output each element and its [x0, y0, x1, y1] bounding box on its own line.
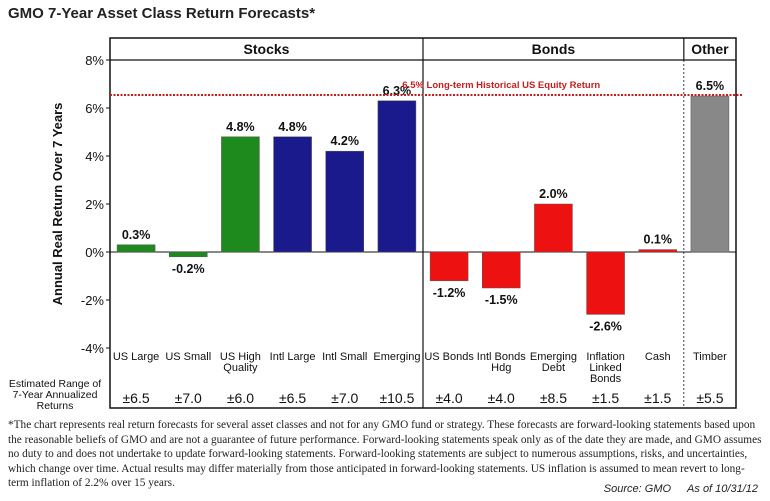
data-label: -1.5%: [485, 293, 518, 307]
footnote: *The chart represents real return foreca…: [8, 419, 762, 490]
category-label: Intl Small: [322, 351, 367, 363]
range-value: ±6.0: [227, 390, 254, 406]
bar-emerging: [377, 100, 417, 253]
range-value: ±7.0: [175, 390, 202, 406]
y-tick-label: -2%: [81, 293, 105, 308]
bar-us-small: [169, 251, 208, 258]
bar-timber: [690, 95, 730, 253]
data-label: -1.2%: [433, 286, 466, 300]
category-label: Debt: [542, 362, 565, 374]
category-label: US Large: [113, 351, 159, 363]
reference-line-label: 6.5% Long-term Historical US Equity Retu…: [402, 80, 600, 91]
category-label: Emerging: [530, 351, 577, 363]
chart-title: GMO 7-Year Asset Class Return Forecasts*: [8, 5, 316, 22]
category-label: Emerging: [373, 351, 420, 363]
bar-us-high-quality: [221, 136, 260, 253]
category-label: Bonds: [590, 373, 622, 385]
category-label: US High: [220, 351, 261, 363]
category-label: Hdg: [491, 362, 511, 374]
data-label: 2.0%: [539, 187, 568, 201]
category-label: US Small: [165, 351, 211, 363]
range-value: ±6.5: [123, 390, 150, 406]
y-tick-label: 8%: [85, 53, 104, 68]
range-value: ±5.5: [696, 390, 723, 406]
group-header-other: Other: [691, 41, 729, 57]
data-label: 0.3%: [122, 228, 151, 242]
range-value: ±8.5: [540, 390, 567, 406]
data-label: 4.8%: [226, 120, 255, 134]
ranges-row-label: Estimated Range of: [9, 378, 101, 390]
y-tick-label: 6%: [85, 101, 104, 116]
data-label: 0.1%: [644, 233, 673, 247]
bar-us-bonds: [429, 251, 469, 282]
category-label: Intl Large: [270, 351, 316, 363]
data-label: -0.2%: [172, 262, 205, 276]
y-tick-label: 2%: [85, 197, 104, 212]
range-value: ±4.0: [436, 390, 463, 406]
category-label: US Bonds: [424, 351, 474, 363]
bar-cash: [638, 249, 677, 253]
bar-chart: Stocks Bonds Other -4% -2% 0% 2% 4% 6% 8% Annual R…: [9, 37, 742, 412]
bar-us-large: [116, 244, 156, 253]
range-value: ±6.5: [279, 390, 306, 406]
y-axis-label: Annual Real Return Over 7 Years: [50, 103, 65, 306]
y-tick-label: 4%: [85, 149, 104, 164]
range-value: ±4.0: [488, 390, 515, 406]
y-tick-label: 0%: [85, 245, 104, 260]
range-value: ±1.5: [644, 390, 671, 406]
ranges-row-label: Returns: [37, 400, 74, 412]
bar-intl-small: [325, 150, 364, 253]
y-tick-label: -4%: [81, 341, 105, 356]
category-label: Linked: [589, 362, 621, 374]
bar-intl-large: [273, 136, 312, 253]
source: Source: GMO: [603, 483, 672, 495]
category-label: Quality: [223, 362, 258, 374]
bar-intl-bonds-hdg: [482, 251, 521, 289]
bar-inflation-linked-bonds: [586, 251, 625, 315]
range-value: ±1.5: [592, 390, 619, 406]
ranges-row-label: 7-Year Annualized: [13, 389, 98, 401]
data-label: 4.8%: [278, 120, 307, 134]
category-label: Timber: [693, 351, 727, 363]
category-label: Cash: [645, 351, 671, 363]
range-value: ±10.5: [379, 390, 414, 406]
group-header-stocks: Stocks: [244, 41, 290, 57]
group-header-bonds: Bonds: [532, 41, 576, 57]
as-of-date: As of 10/31/12: [687, 483, 758, 495]
range-value: ±7.0: [331, 390, 358, 406]
data-label: 6.5%: [696, 79, 725, 93]
category-label: Intl Bonds: [477, 351, 526, 363]
source-line: Source: GMO As of 10/31/12: [588, 483, 758, 495]
data-label: -2.6%: [589, 319, 622, 333]
data-label: 4.2%: [331, 134, 360, 148]
category-label: Inflation: [586, 351, 625, 363]
bar-emerging-debt: [534, 203, 573, 253]
